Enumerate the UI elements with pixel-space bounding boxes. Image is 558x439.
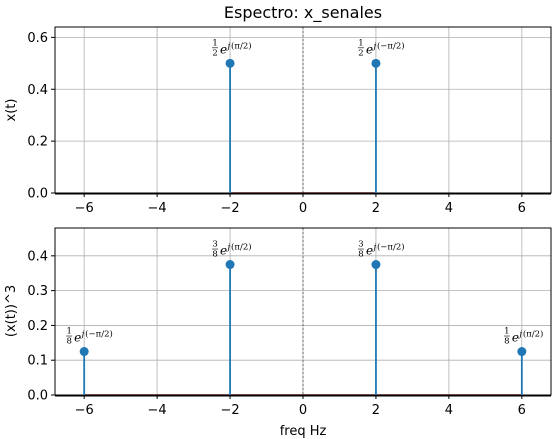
stem-annotation: 18 e j (−π/2) [66, 327, 113, 347]
annotation-exp-base: e [220, 244, 227, 258]
stem-annotation: 38 e j (π/2) [212, 240, 252, 260]
y-tick-label: 0.6 [27, 31, 48, 46]
x-tick-label: 0 [299, 403, 307, 418]
top-subplot: −6 −4 −2 0 2 4 60.00.20.40.6 12 e j (π/2) 12 e j (−π/2… [27, 26, 552, 216]
bottom-subplot: −6 −4 −2 0 2 4 60.00.10.20.30.418 e j (−π/2)38 e j(… [27, 227, 552, 418]
x-tick-label: −6 [75, 403, 94, 418]
stem-marker [79, 347, 89, 357]
x-tick-label: −2 [220, 201, 239, 216]
chart-title: Espectro: x_senales [224, 3, 382, 23]
annotation-exp-base: e [366, 244, 373, 258]
stem-annotation: 18 e j (π/2) [503, 327, 544, 347]
x-tick-label: 4 [445, 201, 453, 216]
stem-annotation: 12 e j (−π/2) [357, 38, 405, 58]
annotation-exp-j: j [226, 243, 231, 253]
y-tick-label: 0.0 [27, 389, 48, 404]
annotation-phase: (π/2) [523, 329, 544, 340]
x-tick-label: 2 [372, 403, 380, 418]
annotation-exp-j: j [226, 41, 231, 51]
annotation-exp-j: j [371, 243, 376, 253]
annotation-coef-numerator: 1 [504, 327, 509, 337]
stem-marker [225, 260, 235, 270]
y-tick-label: 0.0 [27, 187, 48, 202]
annotation-coef-denominator: 8 [504, 337, 509, 347]
annotation-exp-base: e [220, 42, 227, 56]
annotation-exp-j: j [517, 330, 522, 340]
annotation-exp-j: j [80, 330, 85, 340]
x-tick-label: 6 [518, 403, 526, 418]
stem-annotation: 38 e j (−π/2) [357, 240, 405, 260]
stem-marker [517, 347, 527, 357]
x-tick-label: 6 [518, 201, 526, 216]
stem-marker [371, 58, 381, 68]
annotation-coef-numerator: 3 [212, 240, 217, 250]
annotation-exp-j: j [371, 41, 376, 51]
x-tick-label: 2 [372, 201, 380, 216]
annotation-coef-numerator: 1 [212, 38, 217, 48]
annotation-coef-denominator: 8 [212, 250, 217, 260]
annotation-coef-denominator: 2 [358, 48, 363, 58]
y-tick-label: 0.4 [27, 83, 48, 98]
y-tick-label: 0.4 [27, 249, 48, 264]
x-tick-label: 4 [445, 403, 453, 418]
annotation-phase: (π/2) [231, 40, 252, 51]
y-axis-label-bottom: (x(t))^3 [4, 285, 19, 337]
y-tick-label: 0.2 [27, 319, 48, 334]
annotation-coef-denominator: 2 [212, 48, 217, 58]
y-axis-label-top: x(t) [4, 99, 19, 122]
annotation-coef-numerator: 1 [66, 327, 71, 337]
annotation-phase: (−π/2) [377, 242, 405, 253]
stem-marker [225, 58, 235, 68]
annotation-coef-denominator: 8 [358, 250, 363, 260]
annotation-exp-base: e [512, 331, 519, 345]
x-tick-label: −4 [148, 403, 167, 418]
annotation-exp-base: e [74, 331, 81, 345]
x-tick-label: −4 [148, 201, 167, 216]
x-tick-label: 0 [299, 201, 307, 216]
annotation-coef-denominator: 8 [66, 337, 71, 347]
stem-marker [371, 260, 381, 270]
stem-annotation: 12 e j (π/2) [212, 38, 252, 58]
x-tick-label: −6 [75, 201, 94, 216]
annotation-exp-base: e [366, 42, 373, 56]
annotation-phase: (π/2) [231, 242, 252, 253]
y-tick-label: 0.2 [27, 135, 48, 150]
annotation-coef-numerator: 3 [358, 240, 363, 250]
annotation-phase: (−π/2) [377, 40, 405, 51]
y-tick-label: 0.3 [27, 284, 48, 299]
annotation-phase: (−π/2) [85, 329, 113, 340]
x-tick-label: −2 [220, 403, 239, 418]
x-axis-label: freq Hz [280, 424, 327, 439]
annotation-coef-numerator: 1 [358, 38, 363, 48]
y-tick-label: 0.1 [27, 354, 48, 369]
